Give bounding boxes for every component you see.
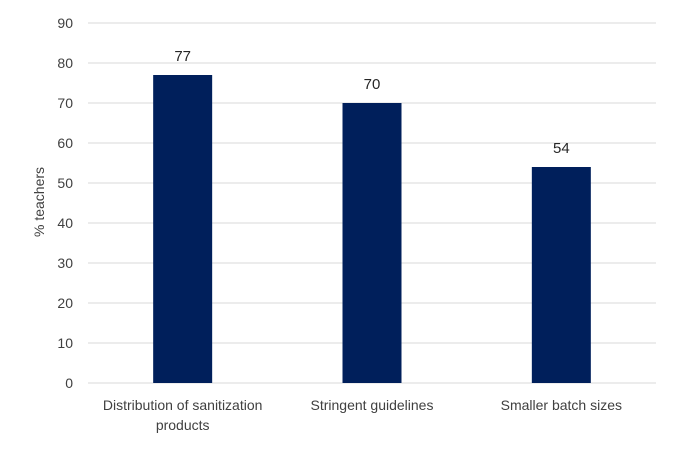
bar xyxy=(153,75,213,383)
y-tick-label: 10 xyxy=(57,335,73,351)
y-tick-label: 70 xyxy=(57,95,73,111)
data-labels: 77 70 54 xyxy=(174,48,569,157)
y-tick-label: 20 xyxy=(57,295,73,311)
y-tick-label: 80 xyxy=(57,55,73,71)
y-tick-label: 60 xyxy=(57,135,73,151)
data-label: 70 xyxy=(364,76,381,93)
x-tick-label: Stringent guidelines xyxy=(311,397,434,413)
y-axis-ticks: 0 10 20 30 40 50 60 70 80 90 xyxy=(57,15,73,391)
x-tick-label: Smaller batch sizes xyxy=(501,397,622,413)
y-tick-label: 0 xyxy=(65,375,73,391)
y-tick-label: 40 xyxy=(57,215,73,231)
y-tick-label: 90 xyxy=(57,15,73,31)
data-label: 54 xyxy=(553,140,570,157)
y-tick-label: 30 xyxy=(57,255,73,271)
bar xyxy=(531,167,591,383)
x-tick-label: Distribution of sanitization xyxy=(103,397,263,413)
bar xyxy=(342,103,402,383)
data-label: 77 xyxy=(174,48,191,65)
y-axis-title: % teachers xyxy=(31,167,47,237)
x-tick-label: products xyxy=(156,417,210,433)
bars xyxy=(153,75,591,383)
x-axis-ticks: Distribution of sanitization products Stri… xyxy=(103,397,622,433)
y-tick-label: 50 xyxy=(57,175,73,191)
